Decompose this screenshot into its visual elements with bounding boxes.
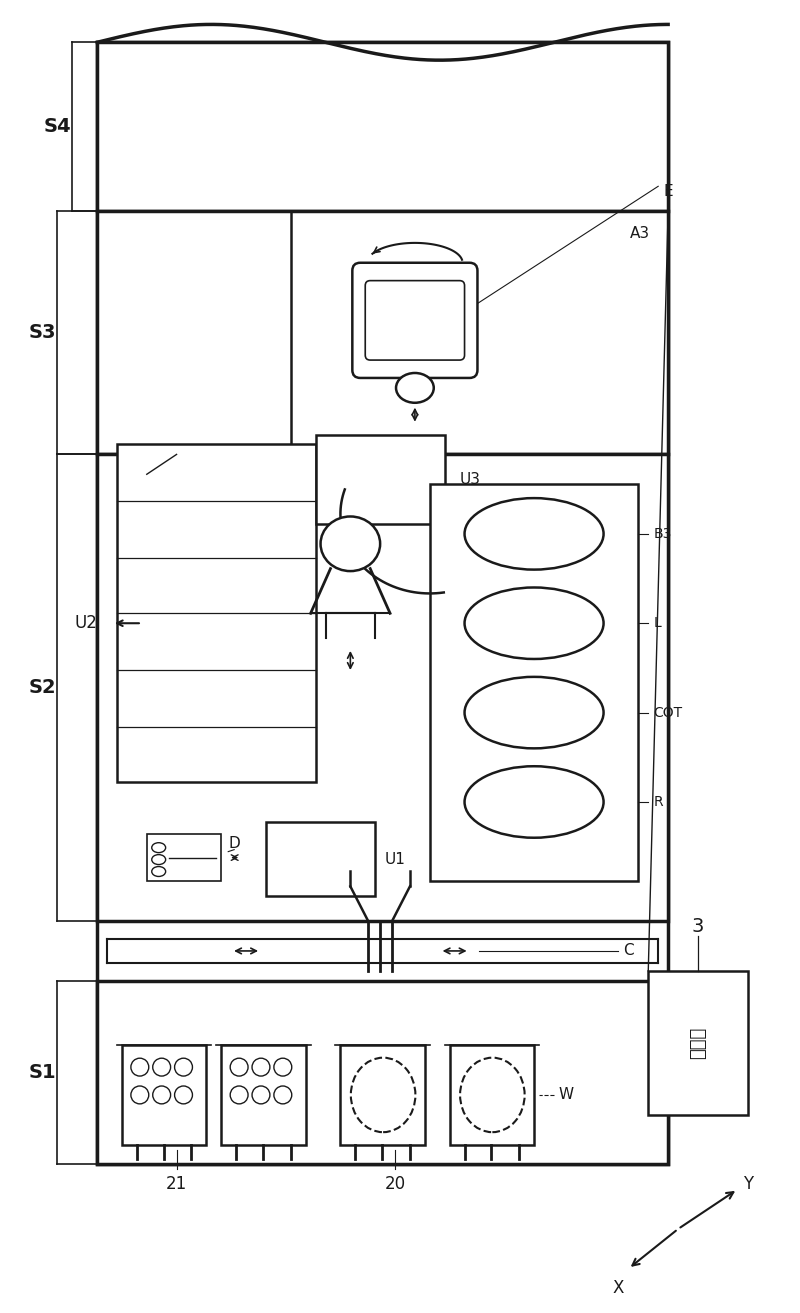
Text: E: E — [663, 184, 673, 198]
Text: W: W — [559, 1087, 574, 1103]
Ellipse shape — [321, 516, 380, 571]
Bar — [222, 1045, 306, 1145]
FancyBboxPatch shape — [366, 281, 465, 360]
Circle shape — [274, 1058, 292, 1077]
Bar — [122, 1045, 206, 1145]
Text: 21: 21 — [166, 1175, 187, 1194]
Text: COT: COT — [654, 705, 682, 720]
Bar — [97, 454, 668, 922]
Circle shape — [153, 1086, 170, 1104]
Circle shape — [153, 1058, 170, 1077]
Text: U1: U1 — [385, 852, 406, 867]
Text: S2: S2 — [29, 679, 56, 697]
Text: S4: S4 — [43, 117, 71, 137]
Circle shape — [252, 1086, 270, 1104]
Circle shape — [230, 1086, 248, 1104]
Bar — [97, 211, 668, 454]
Bar — [97, 981, 668, 1165]
Circle shape — [252, 1058, 270, 1077]
Text: A3: A3 — [630, 226, 650, 242]
Circle shape — [274, 1086, 292, 1104]
Bar — [450, 1045, 534, 1145]
Text: U3: U3 — [459, 471, 481, 487]
Ellipse shape — [152, 855, 166, 864]
Text: 3: 3 — [692, 916, 704, 936]
Circle shape — [174, 1086, 193, 1104]
Bar — [97, 42, 668, 211]
Circle shape — [131, 1058, 149, 1077]
Text: 20: 20 — [385, 1175, 406, 1194]
Ellipse shape — [396, 373, 434, 403]
Text: Y: Y — [742, 1175, 753, 1194]
Ellipse shape — [465, 678, 603, 748]
Bar — [97, 42, 668, 1165]
Text: S3: S3 — [29, 323, 56, 343]
Bar — [648, 970, 747, 1115]
Circle shape — [174, 1058, 193, 1077]
Text: B3: B3 — [654, 527, 672, 541]
FancyBboxPatch shape — [352, 263, 478, 378]
Ellipse shape — [465, 498, 603, 570]
Text: R: R — [654, 794, 663, 809]
Bar — [117, 445, 315, 783]
Circle shape — [131, 1086, 149, 1104]
Ellipse shape — [152, 867, 166, 877]
Bar — [146, 834, 222, 881]
Ellipse shape — [460, 1058, 525, 1132]
Text: 控制部: 控制部 — [689, 1027, 707, 1060]
Ellipse shape — [152, 843, 166, 852]
Ellipse shape — [465, 587, 603, 659]
Ellipse shape — [351, 1058, 415, 1132]
Bar — [266, 822, 375, 897]
Bar — [341, 1045, 425, 1145]
Ellipse shape — [465, 767, 603, 838]
Bar — [430, 484, 638, 881]
Text: C: C — [623, 944, 634, 958]
Text: D: D — [228, 836, 240, 851]
Text: S1: S1 — [29, 1064, 56, 1082]
Text: U2: U2 — [74, 614, 97, 633]
Circle shape — [230, 1058, 248, 1077]
Text: L: L — [654, 616, 661, 630]
Bar — [315, 435, 445, 524]
Text: X: X — [613, 1279, 624, 1297]
